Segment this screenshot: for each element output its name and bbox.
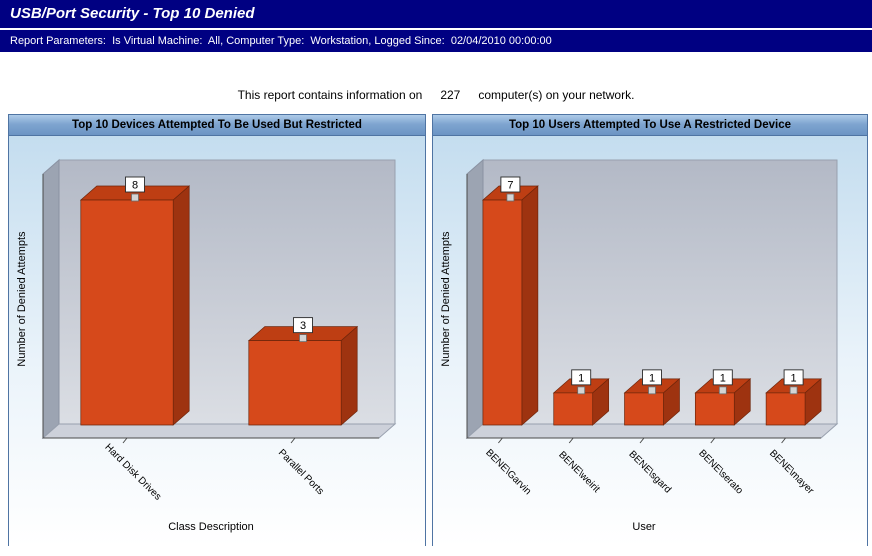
computer-count: 227 xyxy=(440,88,461,102)
value-label: 1 xyxy=(649,372,655,384)
bar-front-face xyxy=(482,199,523,426)
summary-line: This report contains information on 227 co… xyxy=(0,88,872,102)
floor xyxy=(465,423,839,439)
bar-point-marker xyxy=(789,386,798,395)
report-title-bar: USB/Port Security - Top 10 Denied xyxy=(0,0,872,28)
value-label: 1 xyxy=(720,372,726,384)
category-tick xyxy=(710,437,716,444)
category-tick xyxy=(781,437,786,444)
value-label: 1 xyxy=(578,372,584,384)
bar-front-face xyxy=(553,392,594,426)
report-parameters: Report Parameters: Is Virtual Machine: A… xyxy=(10,35,552,47)
bar-group: 1 xyxy=(765,369,823,426)
bar-front-face xyxy=(80,199,174,426)
bar-point-marker xyxy=(718,386,727,395)
bar-point-marker xyxy=(131,193,139,202)
category-tick xyxy=(122,437,128,444)
left-wall xyxy=(42,158,60,440)
bar-point-marker xyxy=(648,386,656,395)
bar-side-face xyxy=(521,185,539,426)
category-tick xyxy=(568,437,574,444)
users-chart-title: Top 10 Users Attempted To Use A Restrict… xyxy=(433,115,867,136)
bar-point-marker xyxy=(577,386,586,395)
y-axis-title: Number of Denied Attempts xyxy=(440,231,452,367)
value-label-box xyxy=(571,369,592,386)
report-title: USB/Port Security - Top 10 Denied xyxy=(10,5,255,22)
bar-group: 8 xyxy=(79,176,191,426)
chart-panel-devices: Top 10 Devices Attempted To Be Used But … xyxy=(8,114,426,546)
y-axis-title: Number of Denied Attempts xyxy=(16,231,28,367)
floor xyxy=(41,423,397,439)
axis-lines xyxy=(42,174,379,439)
users-bar-chart: 7BENE\Garvin1BENE\weirit1BENE\sgard1BENE… xyxy=(433,136,867,546)
bar-point-marker xyxy=(506,193,515,202)
bar-group: 1 xyxy=(552,369,610,426)
devices-chart-title: Top 10 Devices Attempted To Be Used But … xyxy=(9,115,425,136)
bar-point-marker xyxy=(299,334,307,343)
left-wall xyxy=(466,158,484,440)
summary-prefix: This report contains information on xyxy=(237,88,423,102)
bar-front-face xyxy=(624,392,664,426)
value-label-box xyxy=(783,369,804,386)
value-label-box xyxy=(712,369,733,386)
bar-side-face xyxy=(340,325,358,426)
value-label-box xyxy=(642,369,662,386)
category-tick xyxy=(639,437,645,444)
bar-group: 7 xyxy=(481,176,539,426)
category-tick xyxy=(498,437,503,444)
category-tick xyxy=(290,437,296,444)
bar-front-face xyxy=(694,392,735,426)
bar-group: 3 xyxy=(247,317,359,426)
value-label: 3 xyxy=(300,320,306,332)
axis-lines xyxy=(466,174,821,439)
value-label-box xyxy=(125,176,145,193)
chart-panel-users: Top 10 Users Attempted To Use A Restrict… xyxy=(432,114,868,546)
value-label-box xyxy=(293,317,313,334)
bar-front-face xyxy=(765,392,806,426)
bar-group: 1 xyxy=(623,369,681,426)
value-label: 1 xyxy=(791,372,797,384)
summary-suffix: computer(s) on your network. xyxy=(478,88,635,102)
report-parameters-bar: Report Parameters: Is Virtual Machine: A… xyxy=(0,30,872,52)
x-axis-title: User xyxy=(632,521,656,533)
x-axis-title: Class Description xyxy=(168,521,254,533)
bar-group: 1 xyxy=(694,369,752,426)
bar-side-face xyxy=(172,185,190,426)
bar-front-face xyxy=(248,340,342,426)
value-label: 7 xyxy=(507,180,513,192)
value-label: 8 xyxy=(132,180,138,192)
value-label-box xyxy=(500,176,521,193)
